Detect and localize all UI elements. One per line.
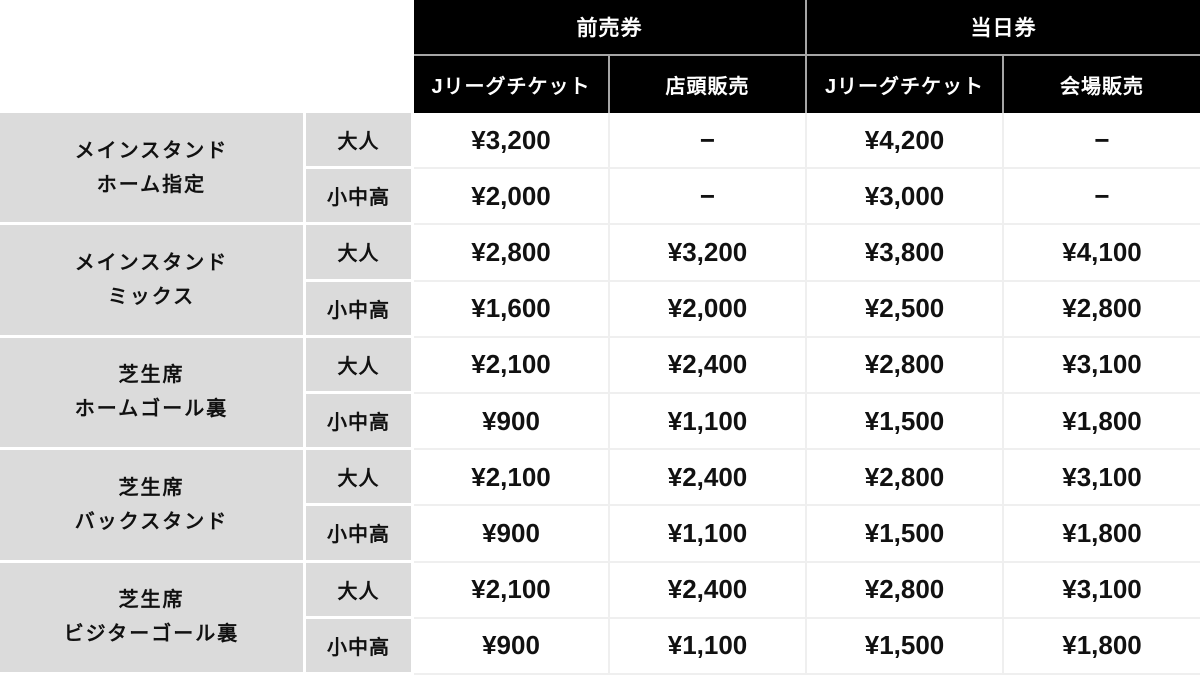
price-cell: ¥2,000 bbox=[414, 169, 610, 226]
price-cell: ¥900 bbox=[414, 393, 610, 451]
sub-header-advance-store-sales: 店頭販売 bbox=[610, 56, 807, 113]
age-cell: 大人 bbox=[306, 450, 414, 507]
sub-header-advance-jleague-ticket: Jリーグチケット bbox=[414, 56, 610, 113]
price-cell: ¥1,100 bbox=[610, 393, 807, 451]
price-cell: ¥900 bbox=[414, 506, 610, 563]
price-cell: ¥2,800 bbox=[807, 450, 1004, 507]
price-cell: ¥1,500 bbox=[807, 393, 1004, 451]
category-main-stand-home-reserved: メインスタンド ホーム指定 bbox=[0, 113, 306, 226]
price-cell: ¥3,200 bbox=[610, 225, 807, 282]
price-cell: ¥1,100 bbox=[610, 506, 807, 563]
age-cell: 大人 bbox=[306, 225, 414, 282]
price-cell: ¥4,100 bbox=[1004, 225, 1200, 282]
price-cell: ¥2,800 bbox=[807, 337, 1004, 394]
price-cell: ¥3,100 bbox=[1004, 562, 1200, 619]
age-cell: 大人 bbox=[306, 337, 414, 394]
age-cell: 大人 bbox=[306, 562, 414, 619]
age-cell: 小中高 bbox=[306, 506, 414, 563]
price-cell: ¥2,800 bbox=[807, 562, 1004, 619]
age-cell: 小中高 bbox=[306, 281, 414, 338]
price-cell: − bbox=[610, 169, 807, 226]
price-cell: − bbox=[1004, 169, 1200, 226]
price-cell: ¥4,200 bbox=[807, 113, 1004, 170]
price-cell: ¥2,800 bbox=[414, 225, 610, 282]
age-cell: 小中高 bbox=[306, 618, 414, 675]
price-cell: ¥2,400 bbox=[610, 562, 807, 619]
group-header-advance: 前売券 bbox=[414, 0, 807, 56]
sub-header-sameday-jleague-ticket: Jリーグチケット bbox=[807, 56, 1004, 113]
price-cell: ¥2,500 bbox=[807, 281, 1004, 338]
price-cell: ¥2,400 bbox=[610, 450, 807, 507]
category-main-stand-mix: メインスタンド ミックス bbox=[0, 225, 306, 338]
price-cell: ¥3,100 bbox=[1004, 450, 1200, 507]
category-lawn-visitor-goal: 芝生席 ビジターゴール裏 bbox=[0, 562, 306, 675]
price-cell: ¥2,100 bbox=[414, 450, 610, 507]
price-cell: ¥1,800 bbox=[1004, 506, 1200, 563]
price-cell: ¥2,800 bbox=[1004, 281, 1200, 338]
price-cell: ¥900 bbox=[414, 618, 610, 675]
price-cell: ¥3,100 bbox=[1004, 337, 1200, 394]
price-cell: ¥1,800 bbox=[1004, 618, 1200, 675]
price-cell: ¥1,500 bbox=[807, 506, 1004, 563]
price-cell: ¥2,000 bbox=[610, 281, 807, 338]
price-cell: ¥2,100 bbox=[414, 562, 610, 619]
price-cell: ¥1,800 bbox=[1004, 393, 1200, 451]
price-cell: ¥1,100 bbox=[610, 618, 807, 675]
category-lawn-home-goal: 芝生席 ホームゴール裏 bbox=[0, 337, 306, 451]
sub-header-sameday-venue-sales: 会場販売 bbox=[1004, 56, 1200, 113]
price-cell: ¥2,400 bbox=[610, 337, 807, 394]
price-cell: ¥1,600 bbox=[414, 281, 610, 338]
age-cell: 大人 bbox=[306, 113, 414, 170]
price-cell: ¥2,100 bbox=[414, 337, 610, 394]
corner-blank bbox=[0, 0, 414, 113]
price-cell: − bbox=[610, 113, 807, 170]
price-cell: ¥3,000 bbox=[807, 169, 1004, 226]
age-cell: 小中高 bbox=[306, 393, 414, 451]
age-cell: 小中高 bbox=[306, 169, 414, 226]
price-cell: ¥1,500 bbox=[807, 618, 1004, 675]
group-header-sameday: 当日券 bbox=[807, 0, 1200, 56]
price-cell: − bbox=[1004, 113, 1200, 170]
price-cell: ¥3,800 bbox=[807, 225, 1004, 282]
category-lawn-back-stand: 芝生席 バックスタンド bbox=[0, 450, 306, 563]
price-cell: ¥3,200 bbox=[414, 113, 610, 170]
